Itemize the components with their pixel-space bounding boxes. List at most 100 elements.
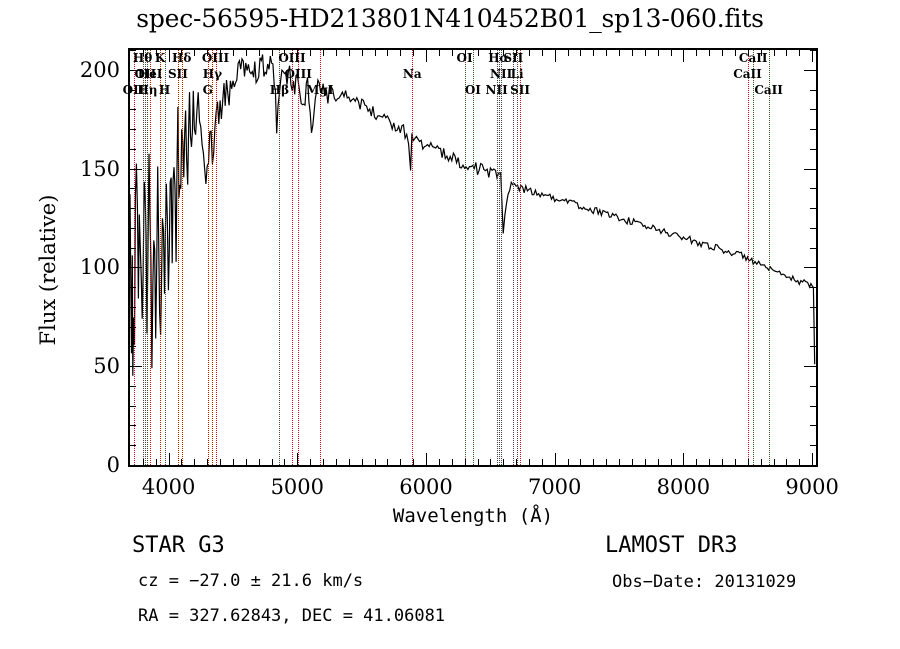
axis-tick xyxy=(810,385,816,387)
axis-tick xyxy=(657,459,659,465)
line-marker-caii xyxy=(768,50,771,465)
line-marker-h xyxy=(212,50,214,465)
axis-tick xyxy=(335,50,337,56)
x-axis-tick-label: 8000 xyxy=(656,475,711,499)
axis-tick xyxy=(722,50,724,56)
axis-tick xyxy=(168,453,170,465)
axis-tick xyxy=(207,50,209,56)
line-marker-oii xyxy=(133,50,136,465)
object-class-text: STAR G3 xyxy=(132,533,225,558)
axis-tick xyxy=(804,366,816,368)
line-marker-oiii xyxy=(215,50,218,465)
line-marker-h xyxy=(147,50,149,465)
line-marker-label: CaII xyxy=(733,67,762,81)
line-marker-label: OI xyxy=(464,83,481,97)
axis-tick xyxy=(130,267,142,269)
axis-tick xyxy=(631,459,633,465)
axis-tick xyxy=(580,459,582,465)
x-axis-tick-label: 4000 xyxy=(141,475,196,499)
axis-tick xyxy=(232,459,234,465)
axis-tick xyxy=(773,50,775,56)
axis-tick xyxy=(760,459,762,465)
line-marker-oiii xyxy=(298,50,300,465)
axis-tick xyxy=(709,459,711,465)
axis-tick xyxy=(593,50,595,56)
line-marker-caii xyxy=(753,50,755,465)
axis-tick xyxy=(631,50,633,56)
axis-tick xyxy=(760,50,762,56)
axis-tick xyxy=(258,50,260,56)
axis-tick xyxy=(374,50,376,56)
line-marker-label: Hγ xyxy=(202,67,223,81)
line-marker-h xyxy=(181,50,184,465)
line-marker-sii xyxy=(177,50,180,465)
axis-tick xyxy=(130,366,142,368)
axis-tick xyxy=(490,459,492,465)
line-marker-label: NII xyxy=(485,83,508,97)
axis-tick xyxy=(130,89,136,91)
line-marker-label: H xyxy=(158,83,171,97)
line-marker-label: Na xyxy=(402,67,422,81)
axis-tick xyxy=(130,227,136,229)
axis-tick xyxy=(258,459,260,465)
axis-tick xyxy=(130,385,136,387)
axis-tick xyxy=(593,459,595,465)
axis-tick xyxy=(438,50,440,56)
axis-tick xyxy=(580,50,582,56)
line-marker-mgi xyxy=(319,50,322,465)
line-marker-label: CaII xyxy=(754,83,783,97)
axis-tick xyxy=(683,453,685,465)
survey-text: LAMOST DR3 xyxy=(605,533,738,558)
axis-tick xyxy=(130,129,136,131)
axis-tick xyxy=(812,50,814,62)
axis-tick xyxy=(477,459,479,465)
axis-tick xyxy=(810,129,816,131)
axis-tick xyxy=(747,50,749,56)
line-marker-label: Hβ xyxy=(269,83,290,97)
axis-tick xyxy=(516,459,518,465)
line-marker-k xyxy=(160,50,162,465)
axis-tick xyxy=(786,50,788,56)
axis-tick xyxy=(413,50,415,56)
axis-tick xyxy=(799,459,801,465)
axis-tick xyxy=(606,459,608,465)
line-marker-label: Hα xyxy=(488,51,509,65)
x-axis-title: Wavelength (Å) xyxy=(392,505,554,527)
axis-tick xyxy=(130,326,136,328)
axis-tick xyxy=(155,459,157,465)
line-marker-oiii xyxy=(292,50,294,465)
line-marker-label: K xyxy=(154,51,166,65)
axis-tick xyxy=(142,50,144,56)
axis-tick xyxy=(786,459,788,465)
line-marker-label: CaII xyxy=(738,51,768,65)
axis-tick xyxy=(232,50,234,56)
axis-tick xyxy=(142,459,144,465)
y-axis-tick-label: 0 xyxy=(106,453,120,477)
page-title: spec-56595-HD213801N410452B01_sp13-060.f… xyxy=(136,4,764,33)
axis-tick xyxy=(400,459,402,465)
axis-tick xyxy=(310,50,312,56)
x-axis-tick-label: 7000 xyxy=(527,475,582,499)
line-marker-label: Hη xyxy=(137,83,158,97)
axis-tick xyxy=(528,459,530,465)
line-marker-label: Hθ xyxy=(132,51,153,65)
axis-tick xyxy=(804,168,816,170)
axis-tick xyxy=(181,50,183,56)
line-marker-h xyxy=(142,50,145,465)
axis-tick xyxy=(348,50,350,56)
line-marker-nii xyxy=(501,50,503,465)
axis-tick xyxy=(387,50,389,56)
line-marker-label: Hδ xyxy=(172,51,192,65)
line-marker-h xyxy=(164,50,167,465)
axis-tick xyxy=(181,459,183,465)
axis-tick xyxy=(810,89,816,91)
axis-tick xyxy=(709,50,711,56)
axis-tick xyxy=(400,50,402,56)
axis-tick xyxy=(130,445,136,447)
axis-tick xyxy=(810,306,816,308)
axis-tick xyxy=(451,459,453,465)
axis-tick xyxy=(413,459,415,465)
axis-tick xyxy=(810,109,816,111)
axis-tick xyxy=(130,148,136,150)
axis-tick xyxy=(657,50,659,56)
